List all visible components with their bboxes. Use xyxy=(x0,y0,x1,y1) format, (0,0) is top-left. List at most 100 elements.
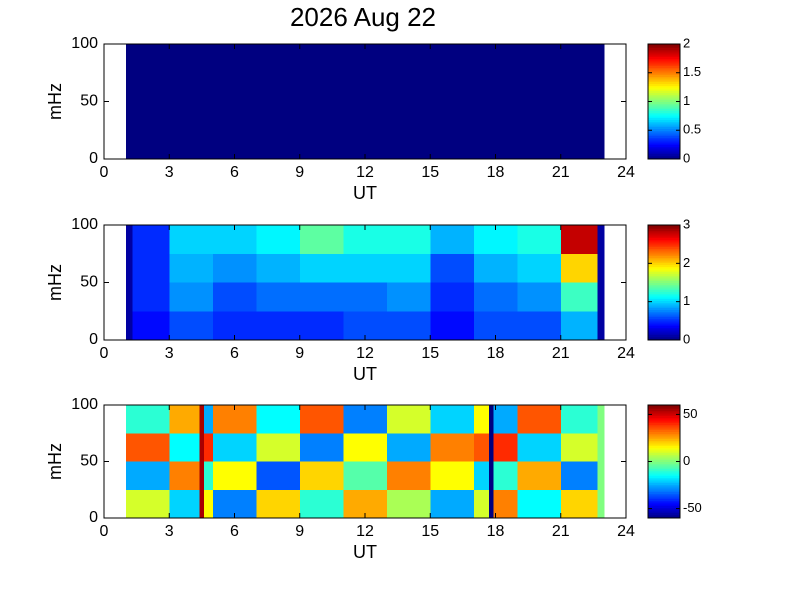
figure-title: 2026 Aug 22 xyxy=(290,2,436,32)
colorbar-swatch xyxy=(648,47,680,50)
colorbar-swatch xyxy=(648,60,680,63)
colorbar-swatch xyxy=(648,266,680,269)
colorbar-swatch xyxy=(648,487,680,491)
heatmap-cell xyxy=(386,405,431,434)
colorbar-swatch xyxy=(648,69,680,72)
x-axis-label: UT xyxy=(353,364,377,384)
colorbar-swatch xyxy=(648,509,680,512)
colorbar-tick-label: 0.5 xyxy=(683,122,701,137)
heatmap-cell xyxy=(597,489,605,518)
colorbar-swatch xyxy=(648,67,680,70)
y-tick-label: 100 xyxy=(71,216,98,233)
colorbar-swatch xyxy=(648,269,680,273)
colorbar-swatch xyxy=(648,286,680,289)
heatmap-cell xyxy=(473,461,489,490)
heatmap-cell xyxy=(125,44,605,159)
colorbar-swatch xyxy=(648,49,680,52)
colorbar-swatch xyxy=(648,459,680,462)
x-tick-label: 0 xyxy=(100,164,109,181)
colorbar-swatch xyxy=(648,452,680,455)
colorbar-tick-label: -50 xyxy=(683,500,702,515)
heatmap-cell xyxy=(430,461,474,490)
colorbar-swatch xyxy=(648,99,680,102)
heatmap-cell xyxy=(597,225,605,254)
colorbar-swatch xyxy=(648,500,680,503)
colorbar-swatch xyxy=(648,119,680,122)
colorbar-swatch xyxy=(648,150,680,153)
colorbar-swatch xyxy=(648,473,680,477)
heatmap-cell xyxy=(493,433,518,462)
colorbar-swatch xyxy=(648,510,680,514)
colorbar-swatch xyxy=(648,121,680,124)
colorbar-swatch xyxy=(648,72,680,76)
heatmap-cell xyxy=(199,461,205,490)
colorbar-swatch xyxy=(648,271,680,275)
heatmap-cell xyxy=(597,253,605,283)
y-axis-label: mHz xyxy=(45,264,65,301)
x-tick-label: 12 xyxy=(356,523,374,540)
heatmap-cell xyxy=(169,433,200,462)
heatmap-cell xyxy=(125,461,170,490)
colorbar-swatch xyxy=(648,90,680,94)
heatmap-cell xyxy=(597,461,605,490)
colorbar-swatch xyxy=(648,482,680,485)
y-tick-label: 100 xyxy=(71,396,98,413)
heatmap-cell xyxy=(430,282,474,312)
heatmap-cell xyxy=(488,461,494,490)
colorbar-tick-label: 0 xyxy=(683,453,690,468)
x-tick-label: 12 xyxy=(356,164,374,181)
colorbar-swatch xyxy=(648,496,680,500)
colorbar-swatch xyxy=(648,153,680,156)
colorbar-swatch xyxy=(648,493,680,496)
x-tick-label: 9 xyxy=(295,523,304,540)
colorbar-swatch xyxy=(648,291,680,294)
colorbar-swatch xyxy=(648,429,680,432)
colorbar-swatch xyxy=(648,76,680,79)
heatmap-cell xyxy=(517,433,561,462)
colorbar-swatch xyxy=(648,329,680,332)
heatmap-cell xyxy=(212,433,257,462)
heatmap-cell xyxy=(560,405,598,434)
colorbar-swatch xyxy=(648,148,680,151)
colorbar-swatch xyxy=(648,146,680,149)
colorbar-swatch xyxy=(648,246,680,249)
colorbar-swatch xyxy=(648,132,680,135)
colorbar-swatch xyxy=(648,63,680,67)
heatmap-cell xyxy=(169,405,200,434)
colorbar-tick-label: 1 xyxy=(683,93,690,108)
x-tick-label: 18 xyxy=(487,164,505,181)
colorbar-swatch xyxy=(648,124,680,128)
heatmap-cell xyxy=(132,282,170,312)
colorbar-swatch xyxy=(648,461,680,464)
colorbar-swatch xyxy=(648,284,680,287)
colorbar-swatch xyxy=(648,235,680,239)
heatmap-cell xyxy=(430,311,474,340)
heatmap-cell xyxy=(493,461,518,490)
colorbar-swatch xyxy=(648,248,680,251)
colorbar-swatch xyxy=(648,507,680,510)
heatmap-cell xyxy=(473,489,489,518)
colorbar-swatch xyxy=(648,296,680,300)
colorbar-swatch xyxy=(648,327,680,330)
colorbar-swatch xyxy=(648,302,680,305)
colorbar-tick-label: 50 xyxy=(683,406,697,421)
colorbar-swatch xyxy=(648,338,680,341)
heatmap-cell xyxy=(169,282,213,312)
colorbar-swatch xyxy=(648,477,680,480)
colorbar-swatch xyxy=(648,300,680,303)
heatmap-cell xyxy=(299,461,344,490)
heatmap-cell xyxy=(430,225,474,254)
heatmap-cell xyxy=(386,253,431,283)
heatmap-cell xyxy=(430,433,474,462)
colorbar-swatch xyxy=(648,449,680,452)
colorbar-swatch xyxy=(648,442,680,445)
colorbar-swatch xyxy=(648,115,680,119)
colorbar-tick-label: 1.5 xyxy=(683,64,701,79)
colorbar-swatch xyxy=(648,139,680,142)
colorbar-swatch xyxy=(648,332,680,336)
heatmap-cell xyxy=(169,461,200,490)
colorbar-swatch xyxy=(648,225,680,228)
heatmap-cell xyxy=(204,405,213,434)
heatmap-cell xyxy=(212,461,257,490)
y-axis-label: mHz xyxy=(45,443,65,480)
